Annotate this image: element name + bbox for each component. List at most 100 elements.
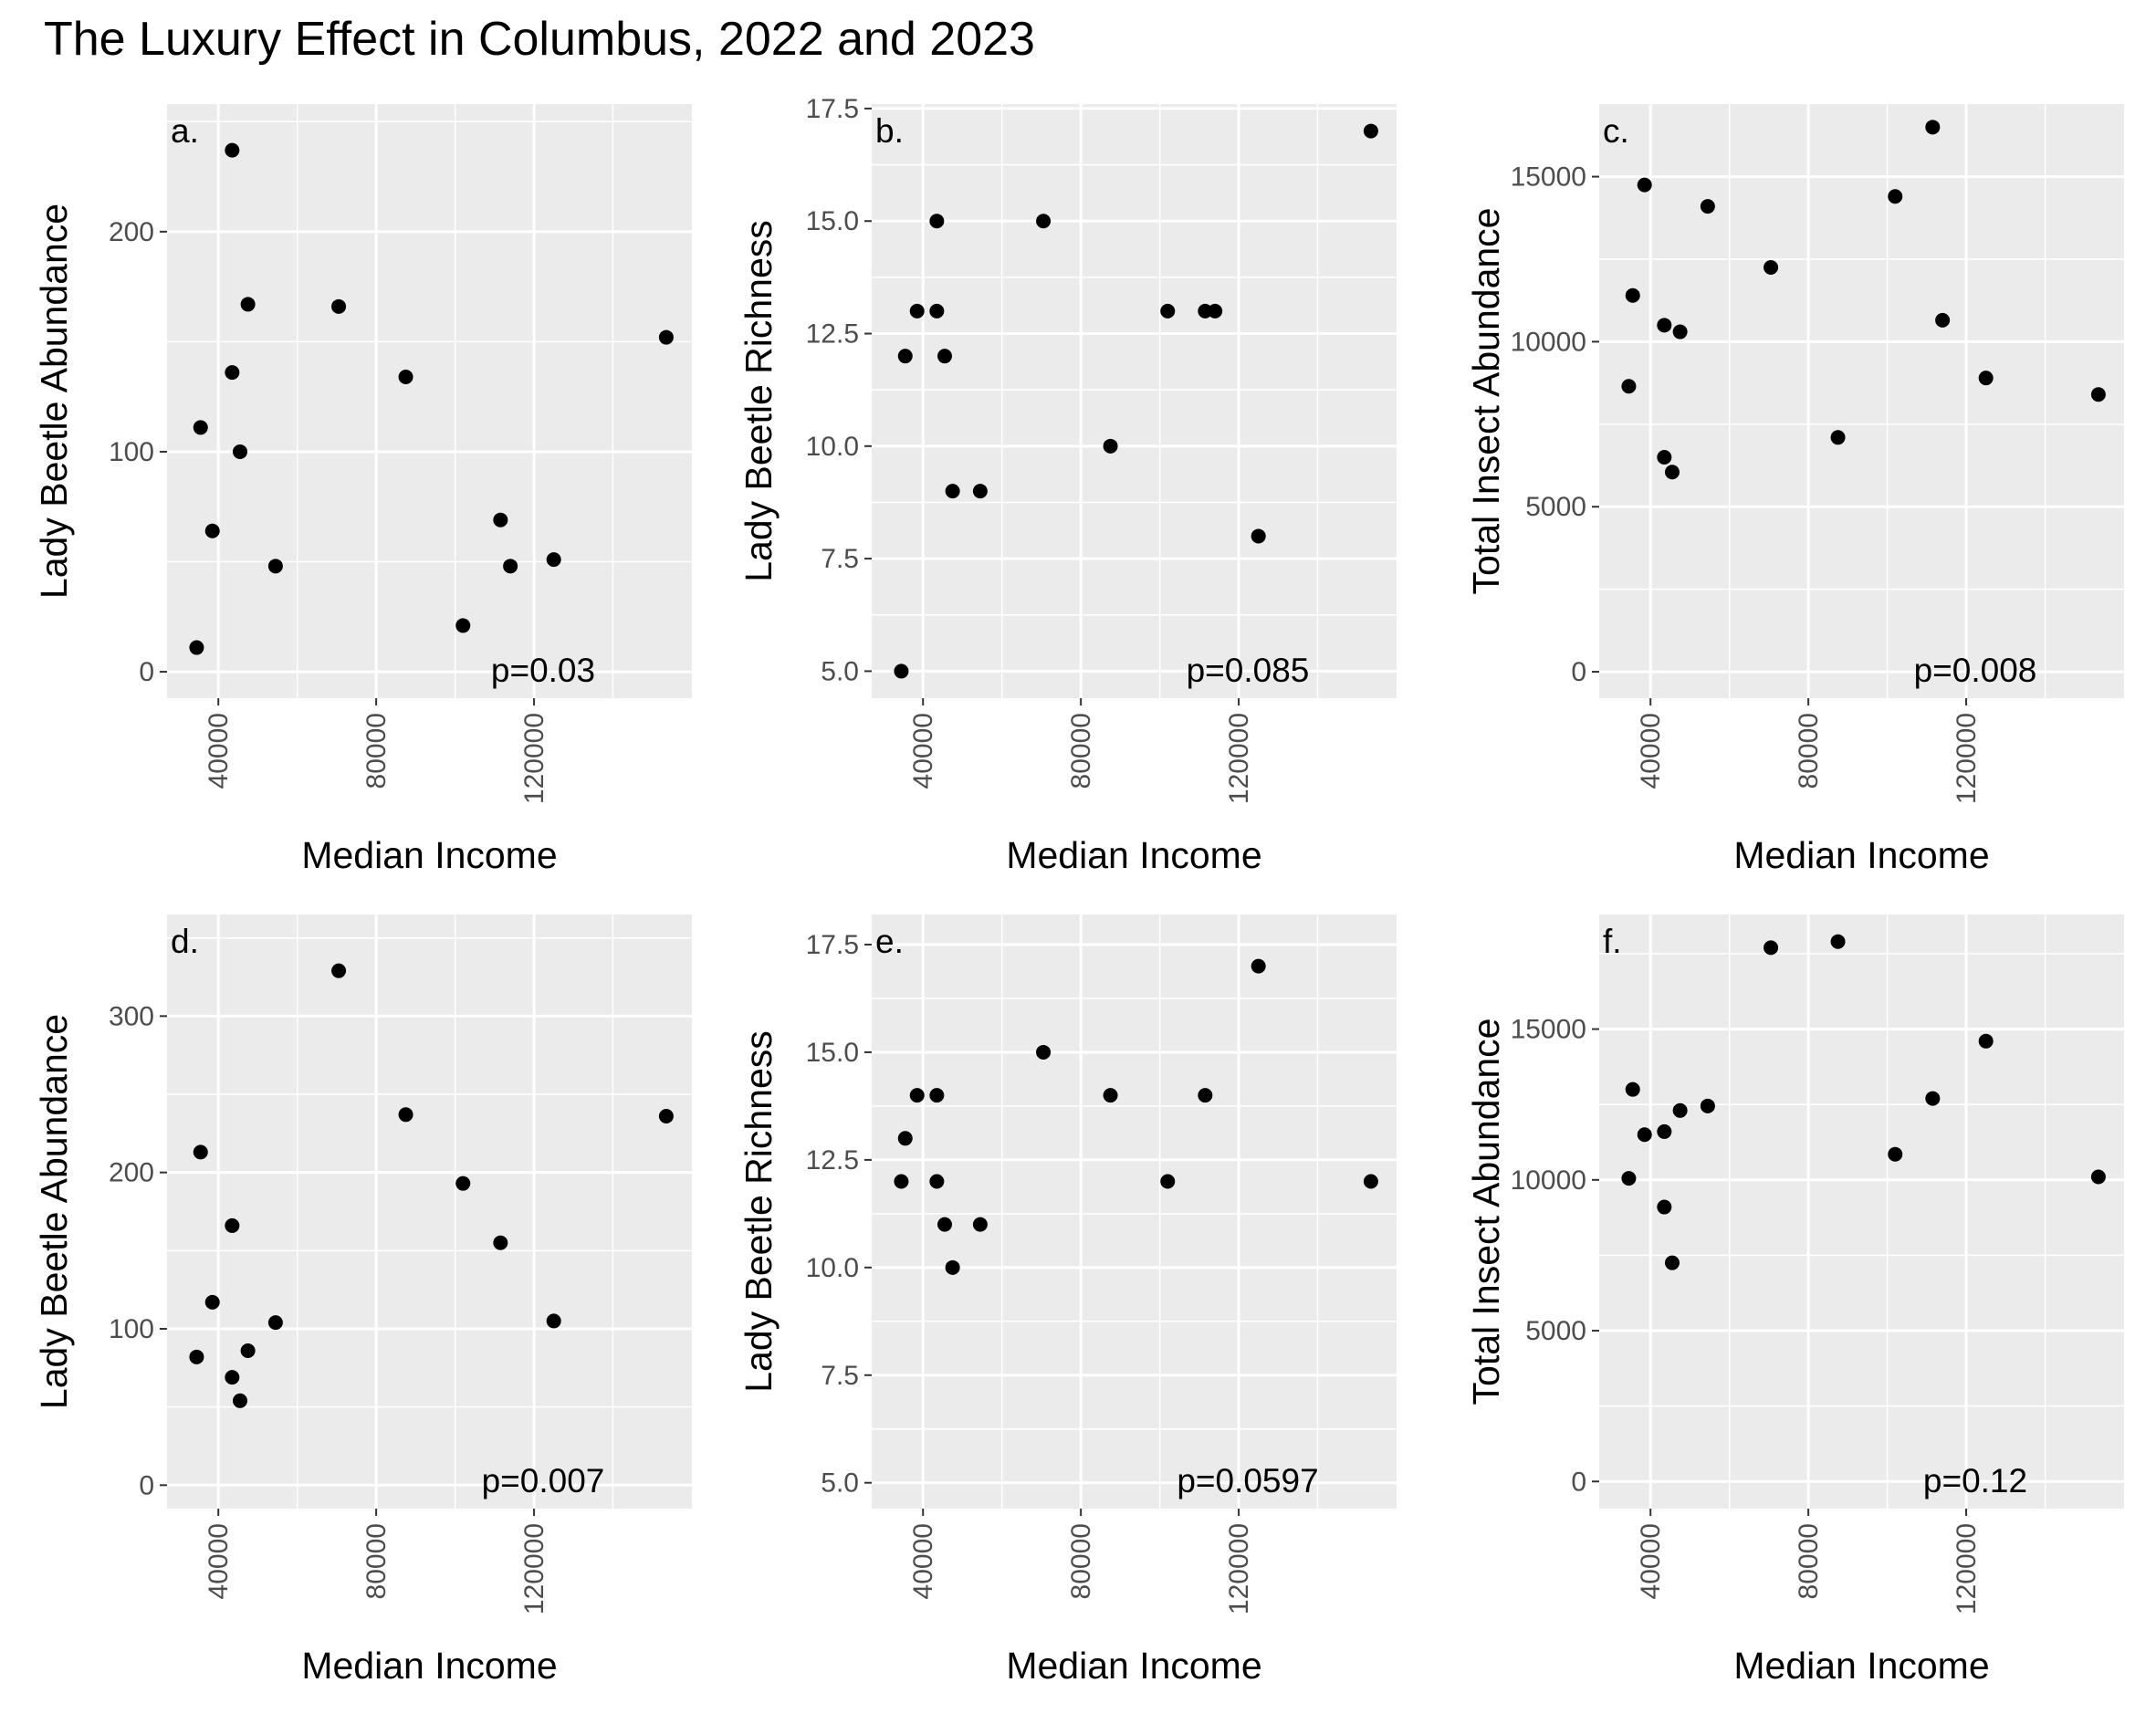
x-tick-label: 40000	[908, 713, 938, 789]
x-tick-label: 40000	[1636, 1523, 1666, 1599]
data-point	[1764, 260, 1779, 276]
y-tick-label: 200	[109, 217, 154, 247]
panel-background	[167, 914, 692, 1509]
x-axis-title: Median Income	[301, 1645, 557, 1687]
data-point	[894, 663, 909, 679]
y-tick-label: 10.0	[806, 432, 859, 462]
data-point	[189, 1349, 204, 1364]
data-point	[1925, 1091, 1941, 1106]
panel-d: 40000 80000 120000 0 100 200 300 d. p=0.007 Media…	[33, 914, 692, 1687]
panel-b: 40000 80000 120000 5.0 7.5 10.0 12.5 15.0 17.5 b.…	[738, 94, 1397, 876]
data-point	[1888, 189, 1903, 204]
y-axis-title: Lady Beetle Abundance	[33, 1014, 75, 1409]
panel-label: c.	[1603, 112, 1629, 150]
y-tick-label: 12.5	[806, 1145, 859, 1175]
figure-title: The Luxury Effect in Columbus, 2022 and …	[44, 13, 1035, 66]
data-point	[225, 365, 240, 381]
data-point	[1198, 1088, 1213, 1103]
data-point	[193, 1144, 208, 1160]
y-axis-title: Total Insect Abundance	[1465, 208, 1507, 595]
x-tick-label: 40000	[908, 1523, 938, 1599]
y-tick-label: 5000	[1525, 1316, 1586, 1346]
panel-background	[167, 104, 692, 698]
y-tick-label: 15.0	[806, 1038, 859, 1068]
data-point	[1621, 1171, 1637, 1186]
data-point	[240, 1343, 256, 1358]
data-point	[1036, 214, 1052, 229]
data-point	[1830, 430, 1846, 445]
y-tick-label: 15000	[1511, 1015, 1586, 1045]
y-tick-label: 10000	[1511, 327, 1586, 357]
panel-label: a.	[171, 112, 199, 150]
x-tick-label: 120000	[1952, 1523, 1982, 1614]
x-tick-label: 80000	[1794, 1523, 1824, 1599]
data-point	[945, 484, 960, 499]
data-point	[894, 1174, 909, 1189]
data-point	[972, 484, 988, 499]
x-tick-label: 120000	[1952, 713, 1982, 804]
data-point	[267, 1315, 283, 1331]
panel-background	[872, 914, 1397, 1509]
p-value-annotation: p=0.12	[1923, 1462, 2027, 1499]
y-tick-label: 7.5	[821, 1361, 859, 1391]
p-value-annotation: p=0.03	[491, 652, 595, 689]
data-point	[2090, 387, 2106, 402]
data-point	[455, 618, 471, 633]
y-tick-label: 200	[109, 1158, 154, 1188]
y-tick-label: 300	[109, 1001, 154, 1031]
panel-background	[872, 104, 1397, 698]
data-point	[1672, 1102, 1688, 1118]
data-point	[193, 420, 208, 435]
y-tick-label: 0	[1571, 1467, 1586, 1497]
x-axis-title: Median Income	[1733, 834, 1989, 876]
y-tick-label: 0	[139, 657, 154, 687]
data-point	[897, 349, 913, 364]
y-axis-title: Lady Beetle Richness	[738, 1030, 780, 1393]
x-axis-title: Median Income	[301, 834, 557, 876]
y-axis-title: Lady Beetle Abundance	[33, 204, 75, 599]
data-point	[1830, 934, 1846, 949]
y-tick-label: 5.0	[821, 656, 859, 686]
y-tick-label: 10.0	[806, 1253, 859, 1283]
y-tick-label: 100	[109, 1314, 154, 1344]
data-point	[189, 640, 204, 655]
y-tick-label: 17.5	[806, 94, 859, 124]
data-point	[1664, 465, 1680, 480]
data-point	[937, 1217, 952, 1232]
data-point	[225, 142, 240, 158]
panel-label: d.	[171, 923, 199, 960]
y-tick-label: 0	[139, 1470, 154, 1500]
data-point	[1208, 303, 1223, 319]
panel-label: e.	[875, 923, 904, 960]
panel-e: 40000 80000 120000 5.0 7.5 10.0 12.5 15.0 17.5 e.…	[738, 914, 1397, 1687]
data-point	[1925, 120, 1941, 135]
data-point	[455, 1175, 471, 1191]
data-point	[1657, 1199, 1672, 1215]
panel-label: f.	[1603, 923, 1622, 960]
x-tick-label: 80000	[1066, 713, 1096, 789]
data-point	[1888, 1146, 1903, 1162]
data-point	[1251, 958, 1266, 974]
data-point	[658, 1108, 674, 1123]
x-tick-label: 40000	[1636, 713, 1666, 789]
p-value-annotation: p=0.085	[1187, 652, 1310, 689]
data-point	[493, 512, 508, 528]
data-point	[1935, 312, 1951, 328]
data-point	[1363, 1174, 1378, 1189]
data-point	[331, 963, 347, 978]
data-point	[1036, 1044, 1052, 1060]
data-point	[225, 1370, 240, 1385]
p-value-annotation: p=0.007	[482, 1462, 605, 1499]
data-point	[1160, 303, 1176, 319]
data-point	[929, 303, 945, 319]
y-axis-title: Lady Beetle Richness	[738, 220, 780, 582]
data-point	[1637, 1127, 1652, 1143]
y-tick-label: 17.5	[806, 930, 859, 960]
data-point	[1103, 438, 1118, 454]
data-point	[1657, 318, 1672, 333]
x-tick-label: 80000	[1066, 1523, 1096, 1599]
panel-background	[1599, 104, 2124, 698]
data-point	[1251, 528, 1266, 544]
data-point	[1700, 199, 1715, 214]
y-tick-label: 15000	[1511, 162, 1586, 193]
